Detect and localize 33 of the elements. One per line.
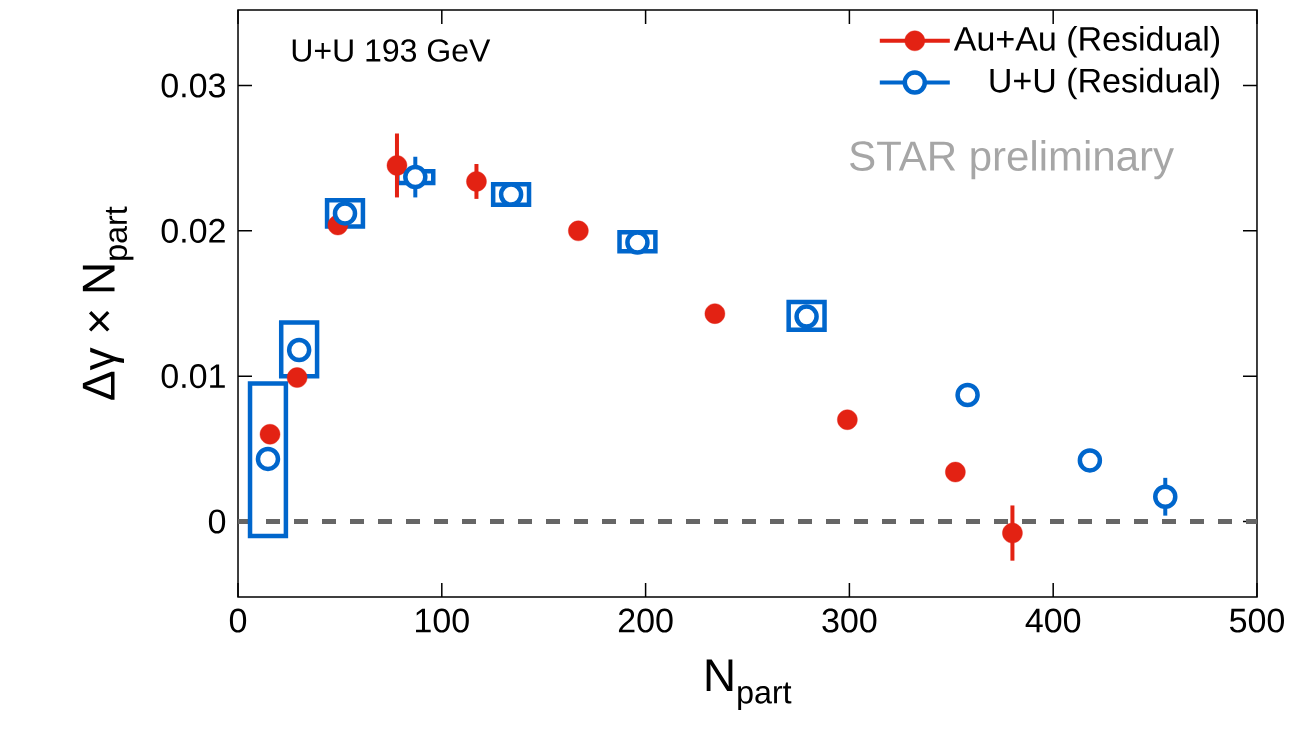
- x-tick-label: 200: [618, 608, 673, 633]
- x-tick-label: 300: [822, 608, 877, 633]
- point: [568, 220, 589, 242]
- point: [837, 409, 858, 430]
- legend-label: Au+Au (Residual): [953, 25, 1220, 58]
- x-tick-label: 500: [1229, 608, 1285, 633]
- x-tick-label: 100: [416, 608, 469, 633]
- point: [403, 164, 428, 190]
- point: [1077, 448, 1103, 473]
- x-axis-title: N$_{part}$: [706, 659, 792, 711]
- point: [466, 171, 487, 192]
- legend-label: U+U (Residual): [990, 67, 1220, 100]
- point: [286, 337, 312, 363]
- point: [332, 201, 358, 226]
- annotation: STAR preliminary: [850, 140, 1174, 180]
- point: [794, 304, 819, 329]
- point: [259, 424, 281, 445]
- point: [1002, 522, 1023, 544]
- point: [286, 367, 308, 388]
- point: [955, 382, 980, 408]
- y-tick-label: 0: [208, 509, 226, 534]
- point: [1153, 484, 1178, 509]
- point: [704, 303, 726, 324]
- point: [945, 461, 966, 483]
- point: [386, 155, 408, 176]
- x-tick-label: 0: [229, 608, 247, 633]
- point: [255, 446, 281, 472]
- y-tick-label: 0.03: [161, 73, 225, 98]
- y-axis-title: Δγ × N$_{part}$: [82, 206, 134, 400]
- y-tick-label: 0.01: [161, 364, 225, 389]
- annotation: U+U 193 GeV: [292, 39, 491, 62]
- x-tick-label: 400: [1025, 608, 1081, 633]
- y-tick-label: 0.02: [161, 218, 225, 243]
